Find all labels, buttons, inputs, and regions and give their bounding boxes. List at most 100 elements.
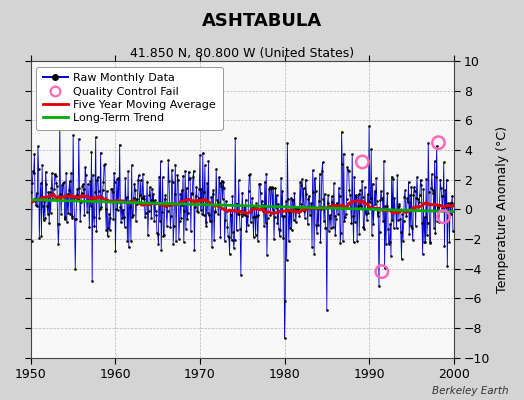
Point [270,214,279,220]
Point [124,168,132,174]
Point [301,176,310,183]
Point [294,208,302,215]
Point [235,211,244,218]
Point [313,206,322,212]
Point [205,218,214,225]
Point [432,174,440,180]
Point [419,251,427,257]
Point [343,164,352,170]
Point [101,206,110,212]
Point [66,211,74,217]
Point [364,191,372,198]
Point [29,170,38,177]
Point [89,172,97,178]
Point [442,176,451,183]
Point [435,218,443,225]
Point [413,174,421,180]
Point [201,219,210,225]
Point [438,193,446,200]
Point [360,226,368,232]
Point [325,212,334,218]
Point [150,218,158,225]
Point [284,196,292,202]
Point [312,222,321,229]
Point [392,224,401,231]
Point [178,187,186,194]
Point [190,247,199,254]
Point [266,212,275,218]
Point [352,192,360,198]
Point [203,180,211,186]
Point [166,224,174,230]
Point [168,167,176,173]
Point [231,135,239,142]
Point [426,240,434,246]
Point [290,190,299,196]
Point [68,215,77,222]
Point [40,198,48,204]
Point [315,198,323,204]
Point [34,143,42,150]
Point [252,200,260,206]
Point [221,216,230,223]
Point [391,208,399,215]
Point [448,192,456,199]
Point [160,232,168,238]
Point [80,212,89,218]
Point [90,214,98,220]
Point [211,209,220,215]
Point [181,168,189,174]
Point [166,202,174,208]
Point [444,200,452,206]
Point [73,186,82,192]
Point [407,183,416,190]
Point [64,210,72,216]
Point [88,149,96,156]
Point [358,178,366,184]
Point [184,168,193,175]
Point [445,239,454,245]
Point [249,214,257,220]
Point [232,201,240,208]
Point [121,175,129,181]
Point [262,170,270,177]
Point [108,188,117,195]
Point [436,176,444,183]
Point [347,220,356,226]
Point [56,117,64,124]
Point [74,196,82,203]
Point [270,236,278,242]
Point [323,307,331,313]
Point [65,186,73,193]
Point [300,207,309,214]
Point [238,190,246,196]
Point [372,175,380,182]
Point [338,161,346,168]
Point [307,200,315,206]
Point [68,213,76,220]
Text: ASHTABULA: ASHTABULA [202,12,322,30]
Point [96,205,104,212]
Point [227,212,235,218]
Point [417,176,425,183]
Point [402,213,411,219]
Point [75,184,84,191]
Point [391,209,400,215]
Point [70,216,79,222]
Point [389,176,397,182]
Point [209,191,217,198]
Point [252,232,260,238]
Point [106,214,115,221]
Point [322,224,330,231]
Point [82,198,91,204]
Point [407,222,415,229]
Point [156,158,165,165]
Point [327,225,335,231]
Point [51,171,59,177]
Point [233,227,241,233]
Point [219,196,227,202]
Point [305,212,314,218]
Point [384,226,392,232]
Point [304,196,313,202]
Point [41,168,50,175]
